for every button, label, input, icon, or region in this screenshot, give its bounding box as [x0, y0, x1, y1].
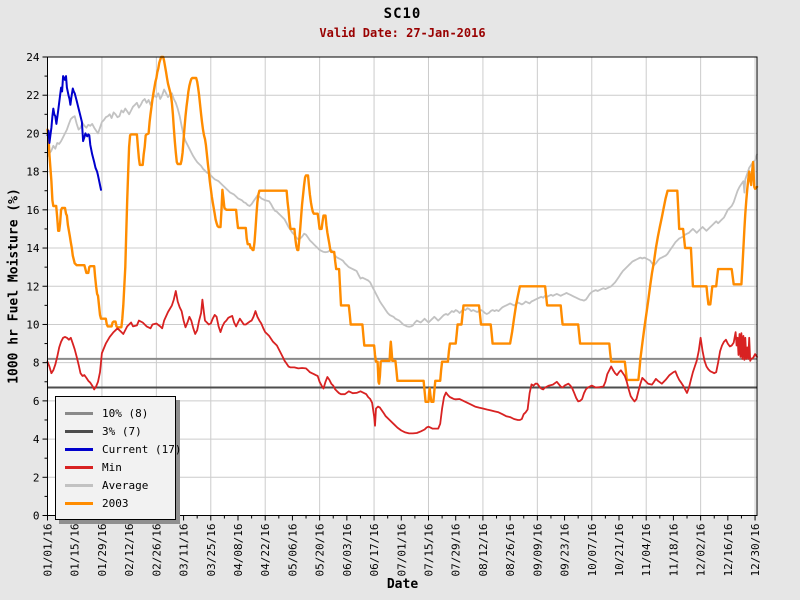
y-tick-label: 0 — [33, 510, 40, 523]
y-tick-label: 24 — [26, 51, 40, 64]
y-tick-label: 22 — [26, 89, 39, 102]
x-axis-title: Date — [386, 577, 419, 592]
x-tick-label: 10/07/16 — [586, 524, 599, 577]
x-tick-label: 11/04/16 — [640, 524, 653, 577]
x-tick-label: 01/29/16 — [96, 524, 109, 577]
legend-item-current: Current (17) — [65, 440, 181, 458]
legend-swatch-year-2003 — [65, 501, 93, 505]
y-tick-label: 4 — [33, 433, 40, 446]
x-tick-label: 03/11/16 — [178, 524, 191, 577]
x-tick-label: 04/22/16 — [259, 524, 272, 577]
legend-swatch-ten-percentile — [65, 411, 93, 415]
series-average-line — [46, 88, 758, 328]
y-tick-label: 10 — [26, 318, 39, 331]
legend-swatch-min — [65, 465, 93, 469]
legend-item-average: Average — [65, 476, 175, 494]
x-tick-label: 07/29/16 — [450, 524, 463, 577]
x-tick-label: 12/02/16 — [695, 524, 708, 577]
legend-label: 3% (7) — [102, 424, 142, 438]
x-tick-label: 01/01/16 — [42, 524, 55, 577]
legend-item-ten-percentile: 10% (8) — [65, 404, 175, 422]
legend-swatch-three-percentile — [65, 429, 93, 433]
x-tick-label: 01/15/16 — [69, 524, 82, 577]
legend-label: Min — [102, 460, 122, 474]
x-tick-label: 11/18/16 — [667, 524, 680, 577]
page-title: SC10 — [383, 6, 422, 22]
legend-box: 10% (8) 3% (7) Current (17) Min Average 2003 — [55, 396, 181, 520]
series-min-line — [46, 290, 758, 435]
x-tick-label: 08/12/16 — [477, 524, 490, 577]
y-tick-label: 14 — [26, 242, 40, 255]
y-tick-label: 18 — [26, 166, 39, 179]
legend-label: 10% (8) — [102, 406, 149, 420]
x-tick-label: 08/26/16 — [504, 524, 517, 577]
legend-label: Average — [102, 478, 149, 492]
x-tick-label: 05/20/16 — [314, 524, 327, 577]
x-tick-label: 03/25/16 — [205, 524, 218, 577]
x-tick-label: 04/08/16 — [232, 524, 245, 577]
series-current-17--line — [46, 75, 102, 191]
legend-swatch-current — [65, 447, 93, 451]
x-tick-label: 07/15/16 — [422, 524, 435, 577]
x-tick-label: 02/12/16 — [123, 524, 136, 577]
y-tick-label: 20 — [26, 127, 39, 140]
x-tick-label: 12/30/16 — [749, 524, 762, 577]
valid-date-subtitle: Valid Date: 27-Jan-2016 — [319, 26, 486, 40]
x-tick-label: 09/23/16 — [559, 524, 572, 577]
x-tick-label: 06/03/16 — [341, 524, 354, 577]
y-axis-title: 1000 hr Fuel Moisture (%) — [6, 188, 22, 384]
x-tick-label: 06/17/16 — [368, 524, 381, 577]
x-tick-label: 02/26/16 — [150, 524, 163, 577]
legend-item-year-2003: 2003 — [65, 494, 175, 512]
legend-item-min: Min — [65, 458, 175, 476]
y-tick-label: 2 — [33, 471, 40, 484]
axis-ticks — [42, 56, 756, 521]
y-tick-label: 6 — [33, 395, 40, 408]
legend-label: Current (17) — [102, 442, 182, 456]
legend-item-three-percentile: 3% (7) — [65, 422, 175, 440]
series-lines — [46, 55, 759, 435]
legend-swatch-average — [65, 483, 93, 487]
legend-label: 2003 — [102, 496, 129, 510]
x-axis-labels: 01/01/16 01/15/16 01/29/16 02/12/16 02/26/16… — [42, 524, 763, 577]
y-tick-label: 16 — [26, 204, 39, 217]
x-tick-label: 10/21/16 — [613, 524, 626, 577]
x-tick-label: 05/06/16 — [286, 524, 299, 577]
y-tick-label: 12 — [26, 280, 39, 293]
x-tick-label: 12/16/16 — [722, 524, 735, 577]
y-tick-label: 8 — [33, 357, 40, 370]
x-tick-label: 09/09/16 — [531, 524, 544, 577]
x-tick-label: 07/01/16 — [395, 524, 408, 577]
